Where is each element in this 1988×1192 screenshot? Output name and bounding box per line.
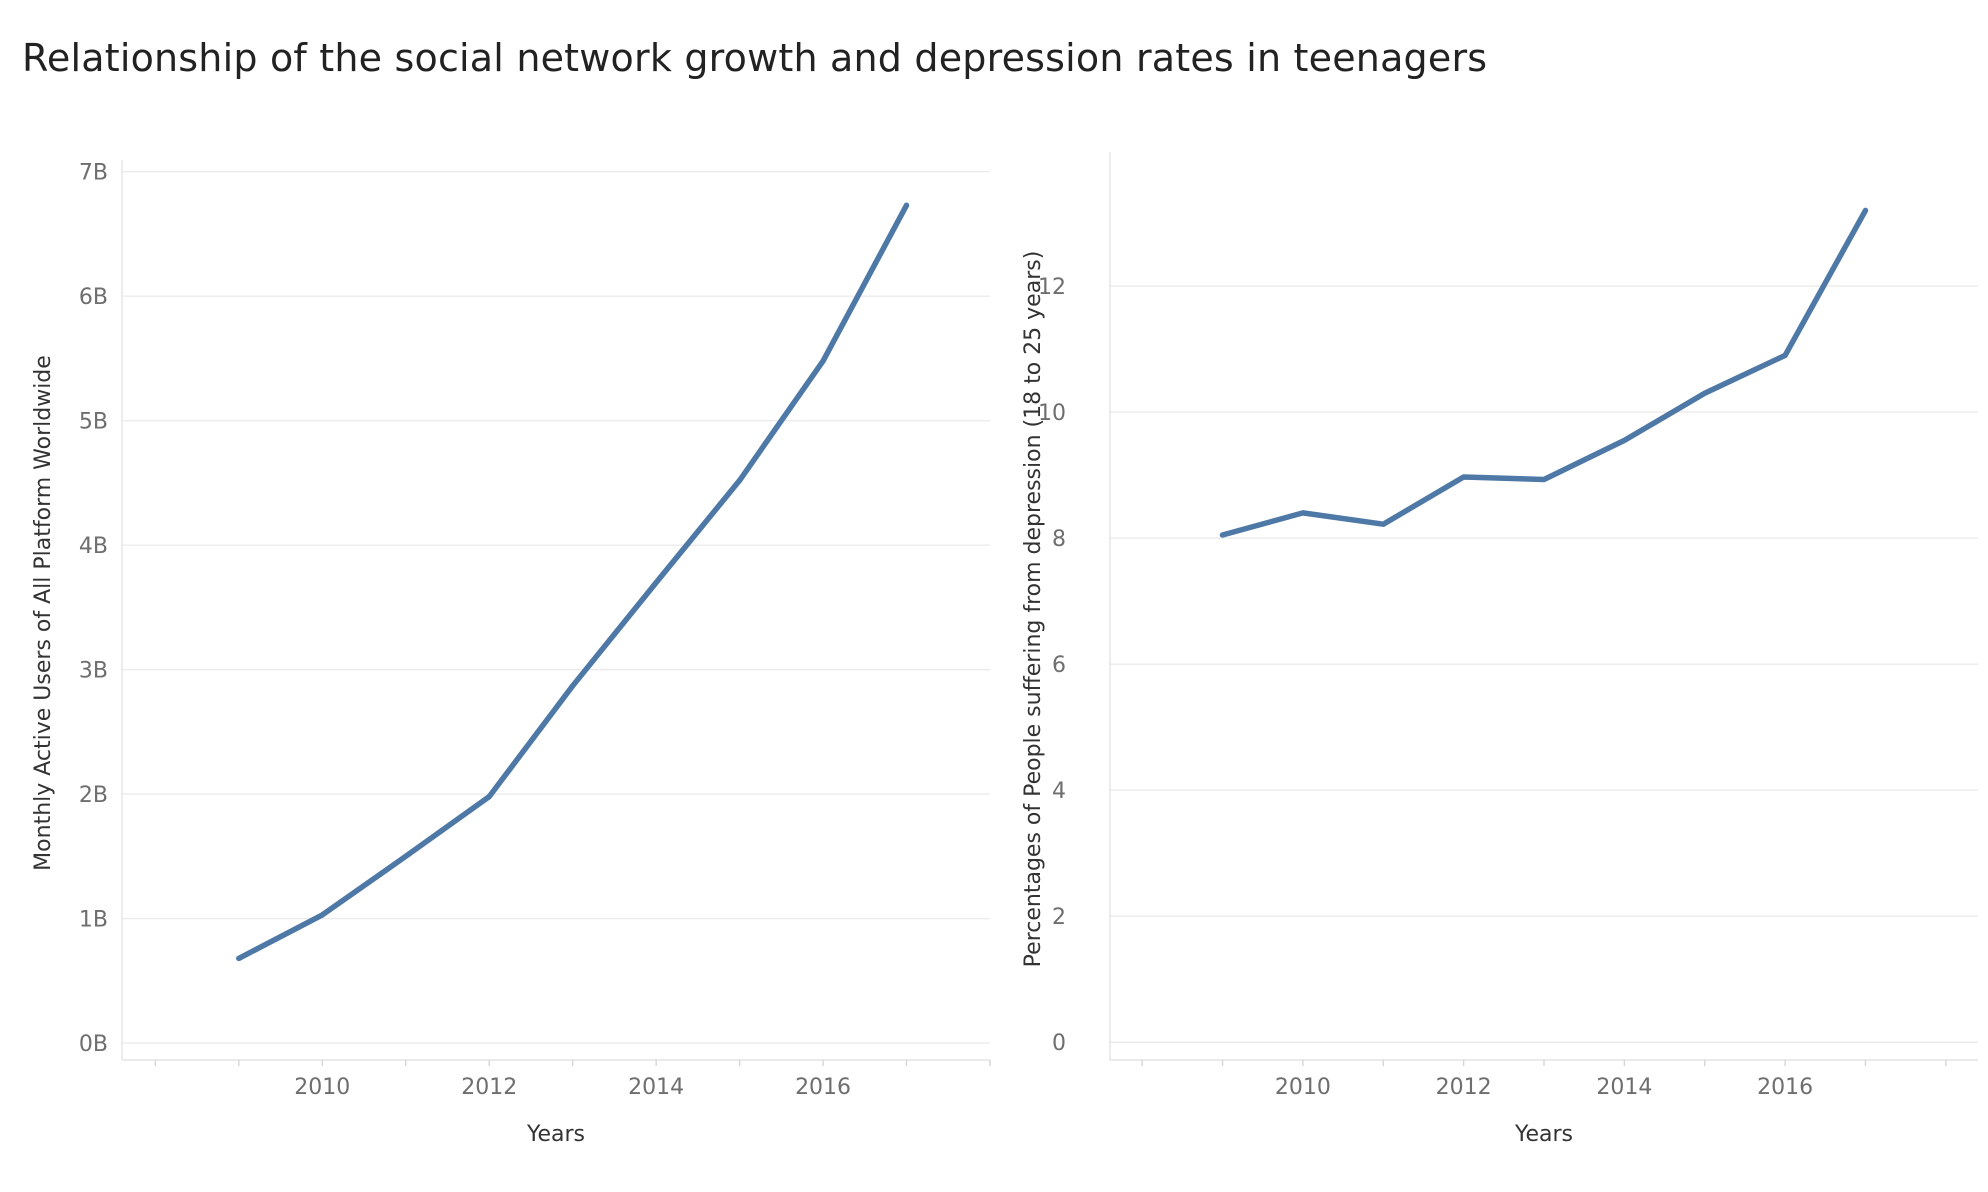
x-tick-label: 2010 <box>1275 1075 1331 1100</box>
series-line-users <box>236 202 910 962</box>
y-tick-label: 1B <box>79 908 108 933</box>
x-tick-label: 2014 <box>1596 1075 1652 1100</box>
y-tick-label: 6 <box>1052 653 1066 678</box>
chart-monthly-active-users: 0B 1B 2B 3B 4B 5B 6B 7B 2010 2012 2014 2016 Years Mon… <box>31 160 991 1147</box>
data-point[interactable] <box>1220 532 1226 538</box>
data-point[interactable] <box>319 912 325 918</box>
data-point[interactable] <box>737 477 743 483</box>
x-tick-label: 2012 <box>1436 1075 1492 1100</box>
data-point[interactable] <box>403 853 409 859</box>
y-tick-label: 8 <box>1052 527 1066 552</box>
y-axis-title: Monthly Active Users of All Platform Wor… <box>31 355 56 871</box>
data-point[interactable] <box>1541 476 1547 482</box>
data-point[interactable] <box>486 794 492 800</box>
data-point[interactable] <box>1300 510 1306 516</box>
x-axis-title: Years <box>526 1122 585 1147</box>
y-tick-label: 0B <box>79 1032 108 1057</box>
data-point[interactable] <box>1461 474 1467 480</box>
y-tick-label: 2B <box>79 783 108 808</box>
y-tick-label: 0 <box>1052 1031 1066 1056</box>
y-tick-label: 12 <box>1038 275 1066 300</box>
y-tick-label: 4 <box>1052 779 1066 804</box>
y-tick-label: 5B <box>79 410 108 435</box>
y-tick-label: 2 <box>1052 905 1066 930</box>
chart-title: Relationship of the social network growt… <box>22 36 1488 80</box>
y-tick-label: 6B <box>79 285 108 310</box>
data-point[interactable] <box>1380 521 1386 527</box>
series-line-depression <box>1219 207 1869 538</box>
x-tick-label: 2014 <box>628 1075 684 1100</box>
x-axis-title: Years <box>1514 1122 1573 1147</box>
data-point[interactable] <box>820 358 826 364</box>
chart-depression-rate: 0 2 4 6 8 10 12 2010 2012 2014 2016 Years Percentage… <box>1021 152 1978 1147</box>
y-tick-label: 3B <box>79 659 108 684</box>
y-tick-label: 10 <box>1038 401 1066 426</box>
data-point[interactable] <box>1621 437 1627 443</box>
data-point[interactable] <box>653 580 659 586</box>
data-point[interactable] <box>236 955 242 961</box>
x-tick-label: 2010 <box>294 1075 350 1100</box>
data-point[interactable] <box>1782 352 1788 358</box>
x-tick-label: 2016 <box>1757 1075 1813 1100</box>
x-tick-label: 2016 <box>795 1075 851 1100</box>
y-axis-title: Percentages of People suffering from dep… <box>1021 251 1046 968</box>
y-tick-label: 4B <box>79 534 108 559</box>
data-point[interactable] <box>904 202 910 208</box>
y-tick-label: 7B <box>79 161 108 186</box>
x-tick-label: 2012 <box>461 1075 517 1100</box>
data-point[interactable] <box>570 683 576 689</box>
data-point[interactable] <box>1862 207 1868 213</box>
data-point[interactable] <box>1702 390 1708 396</box>
